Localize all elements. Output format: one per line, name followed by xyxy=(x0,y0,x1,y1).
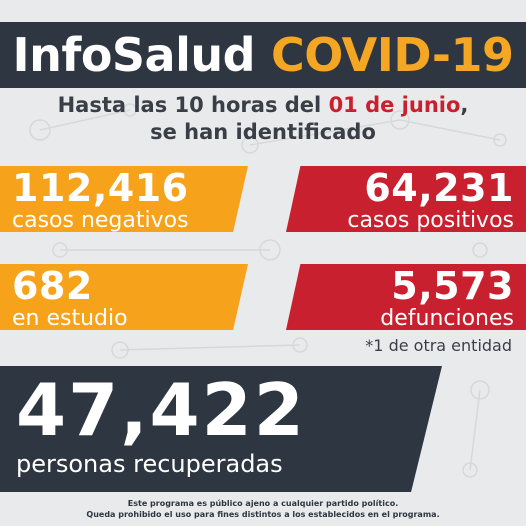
en-estudio-value: 682 xyxy=(12,264,93,308)
footer-line1: Este programa es público ajeno a cualqui… xyxy=(127,499,399,508)
subtitle-line2: se han identificado xyxy=(150,120,376,144)
subtitle-prefix: Hasta las 10 horas del xyxy=(57,93,329,117)
footer-line2: Queda prohibido el uso para fines distin… xyxy=(86,510,440,519)
card-casos-positivos: 64,231 casos positivos xyxy=(286,166,526,232)
card-personas-recuperadas: 47,422 personas recuperadas xyxy=(0,366,442,492)
card-en-estudio: 682 en estudio xyxy=(0,264,248,330)
footer-disclaimer: Este programa es público ajeno a cualqui… xyxy=(0,498,526,520)
header-banner: InfoSalud COVID-19 xyxy=(0,22,526,88)
recuperadas-label: personas recuperadas xyxy=(16,450,283,478)
casos-negativos-value: 112,416 xyxy=(12,166,189,210)
card-casos-negativos: 112,416 casos negativos xyxy=(0,166,248,232)
subtitle-suffix: , xyxy=(460,93,469,117)
header-title-covid: COVID-19 xyxy=(271,28,514,82)
casos-positivos-value: 64,231 xyxy=(364,166,514,210)
recuperadas-value: 47,422 xyxy=(16,368,306,452)
subtitle: Hasta las 10 horas del 01 de junio, se h… xyxy=(0,92,526,146)
subtitle-line1: Hasta las 10 horas del 01 de junio, xyxy=(0,92,526,119)
en-estudio-label: en estudio xyxy=(12,306,128,331)
defunciones-label: defunciones xyxy=(380,306,514,331)
defunciones-note: *1 de otra entidad xyxy=(365,336,512,355)
subtitle-date: 01 de junio xyxy=(328,93,461,117)
casos-negativos-label: casos negativos xyxy=(12,208,189,233)
card-defunciones: 5,573 defunciones xyxy=(286,264,526,330)
header-title-infosalud: InfoSalud xyxy=(12,28,256,82)
casos-positivos-label: casos positivos xyxy=(347,208,514,233)
defunciones-value: 5,573 xyxy=(391,264,514,308)
